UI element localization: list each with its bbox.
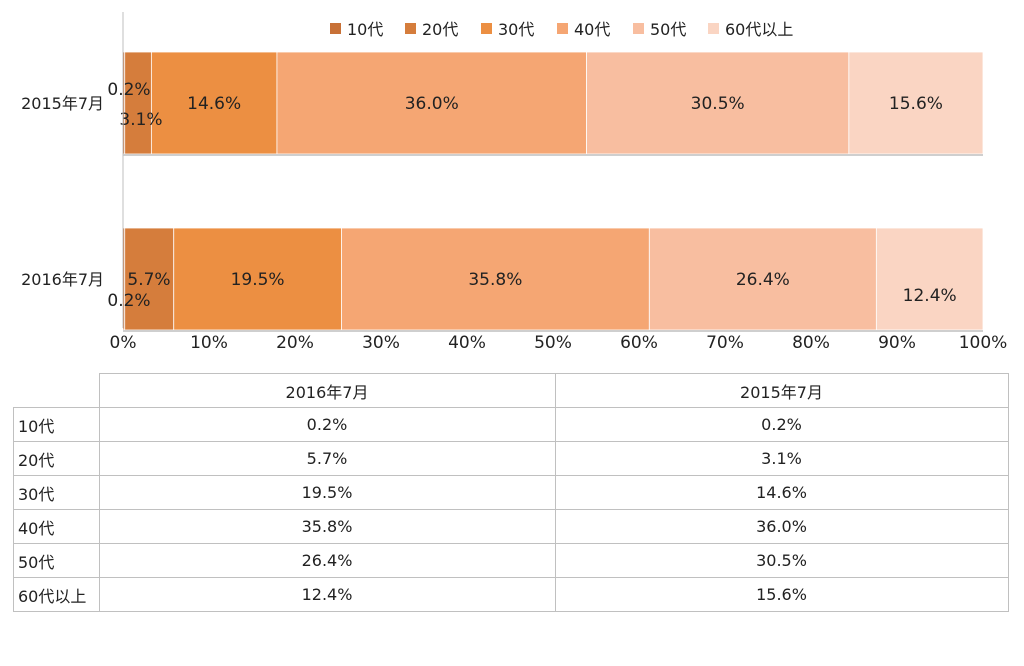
table-cell: 30.5% (554, 543, 1009, 578)
table-row: 50代 26.4% 30.5% (13, 543, 1009, 578)
category-label: 2016年7月 (21, 270, 104, 289)
x-tick-label: 50% (534, 333, 572, 353)
legend-swatch (708, 22, 719, 34)
legend-item-40: 40代 (557, 16, 610, 40)
table-cell: 3.1% (554, 441, 1009, 476)
legend-swatch (481, 22, 492, 34)
legend-item-30: 30代 (481, 16, 534, 40)
data-label: 35.8% (468, 270, 522, 290)
x-tick-label: 60% (620, 333, 658, 353)
table-cell: 0.2% (554, 407, 1009, 442)
legend-label: 20代 (422, 20, 459, 39)
legend-item-20: 20代 (405, 16, 458, 40)
bar-segment (124, 227, 175, 331)
bar-segment (341, 227, 650, 331)
legend-label: 50代 (650, 20, 687, 39)
chart-legend: 10代 20代 30代 40代 50代 60代以上 (0, 16, 1024, 40)
table-corner-cell (13, 373, 100, 408)
data-label: 5.7% (127, 270, 170, 290)
legend-item-10: 10代 (330, 16, 383, 40)
data-label: 3.1% (119, 110, 162, 130)
legend-swatch (405, 22, 416, 34)
table-row-label: 40代 (13, 509, 100, 544)
data-label: 36.0% (405, 94, 459, 114)
data-label: 12.4% (903, 286, 957, 306)
table-column-header: 2015年7月 (554, 373, 1009, 408)
x-tick-label: 70% (706, 333, 744, 353)
table-cell: 0.2% (98, 407, 556, 442)
x-tick-label: 40% (448, 333, 486, 353)
table-row-label: 10代 (13, 407, 100, 442)
table-row-label: 20代 (13, 441, 100, 476)
x-tick-label: 10% (190, 333, 228, 353)
table-cell: 19.5% (98, 475, 556, 510)
data-label: 19.5% (231, 270, 285, 290)
table-cell: 14.6% (554, 475, 1009, 510)
table-row: 20代 5.7% 3.1% (13, 441, 1009, 476)
legend-label: 30代 (498, 20, 535, 39)
table-cell: 12.4% (98, 577, 556, 612)
table-row: 30代 19.5% 14.6% (13, 475, 1009, 510)
legend-label: 40代 (574, 20, 611, 39)
table-row: 10代 0.2% 0.2% (13, 407, 1009, 442)
x-tick-label: 100% (959, 333, 1008, 353)
category-label: 2015年7月 (21, 94, 104, 113)
table-column-header: 2016年7月 (98, 373, 556, 408)
legend-item-50: 50代 (633, 16, 686, 40)
data-label: 0.2% (107, 291, 150, 311)
data-label: 14.6% (187, 94, 241, 114)
x-tick-label: 80% (792, 333, 830, 353)
table-cell: 15.6% (554, 577, 1009, 612)
data-label: 0.2% (107, 80, 150, 100)
legend-label: 60代以上 (725, 20, 794, 39)
bar-segment (124, 51, 152, 155)
bar-segment (173, 227, 342, 331)
table-row-label: 60代以上 (13, 577, 100, 612)
x-tick-label: 90% (878, 333, 916, 353)
legend-swatch (330, 22, 341, 34)
table-row-label: 30代 (13, 475, 100, 510)
data-table: 2016年7月 2015年7月 10代 0.2% 0.2% 20代 5.7% 3… (13, 373, 1009, 612)
table-cell: 5.7% (98, 441, 556, 476)
data-label: 15.6% (889, 94, 943, 114)
legend-swatch (557, 22, 568, 34)
data-label: 26.4% (736, 270, 790, 290)
data-label: 30.5% (691, 94, 745, 114)
bar-segment (875, 227, 984, 331)
x-tick-label: 20% (276, 333, 314, 353)
bar-segment (848, 51, 984, 155)
legend-label: 10代 (347, 20, 384, 39)
table-cell: 35.8% (98, 509, 556, 544)
bar-segment (276, 51, 587, 155)
table-row-label: 50代 (13, 543, 100, 578)
legend-swatch (633, 22, 644, 34)
table-row: 40代 35.8% 36.0% (13, 509, 1009, 544)
table-row: 60代以上 12.4% 15.6% (13, 577, 1009, 612)
table-cell: 26.4% (98, 543, 556, 578)
table-cell: 36.0% (554, 509, 1009, 544)
x-tick-label: 0% (110, 333, 137, 353)
stacked-bar-chart: 0.2%3.1%14.6% 36.0% 30.5% 15.6%2015年7月0.2%5… (21, 12, 1008, 353)
legend-item-60plus: 60代以上 (708, 16, 793, 40)
x-tick-label: 30% (362, 333, 400, 353)
table-header-row: 2016年7月 2015年7月 (13, 373, 1009, 408)
